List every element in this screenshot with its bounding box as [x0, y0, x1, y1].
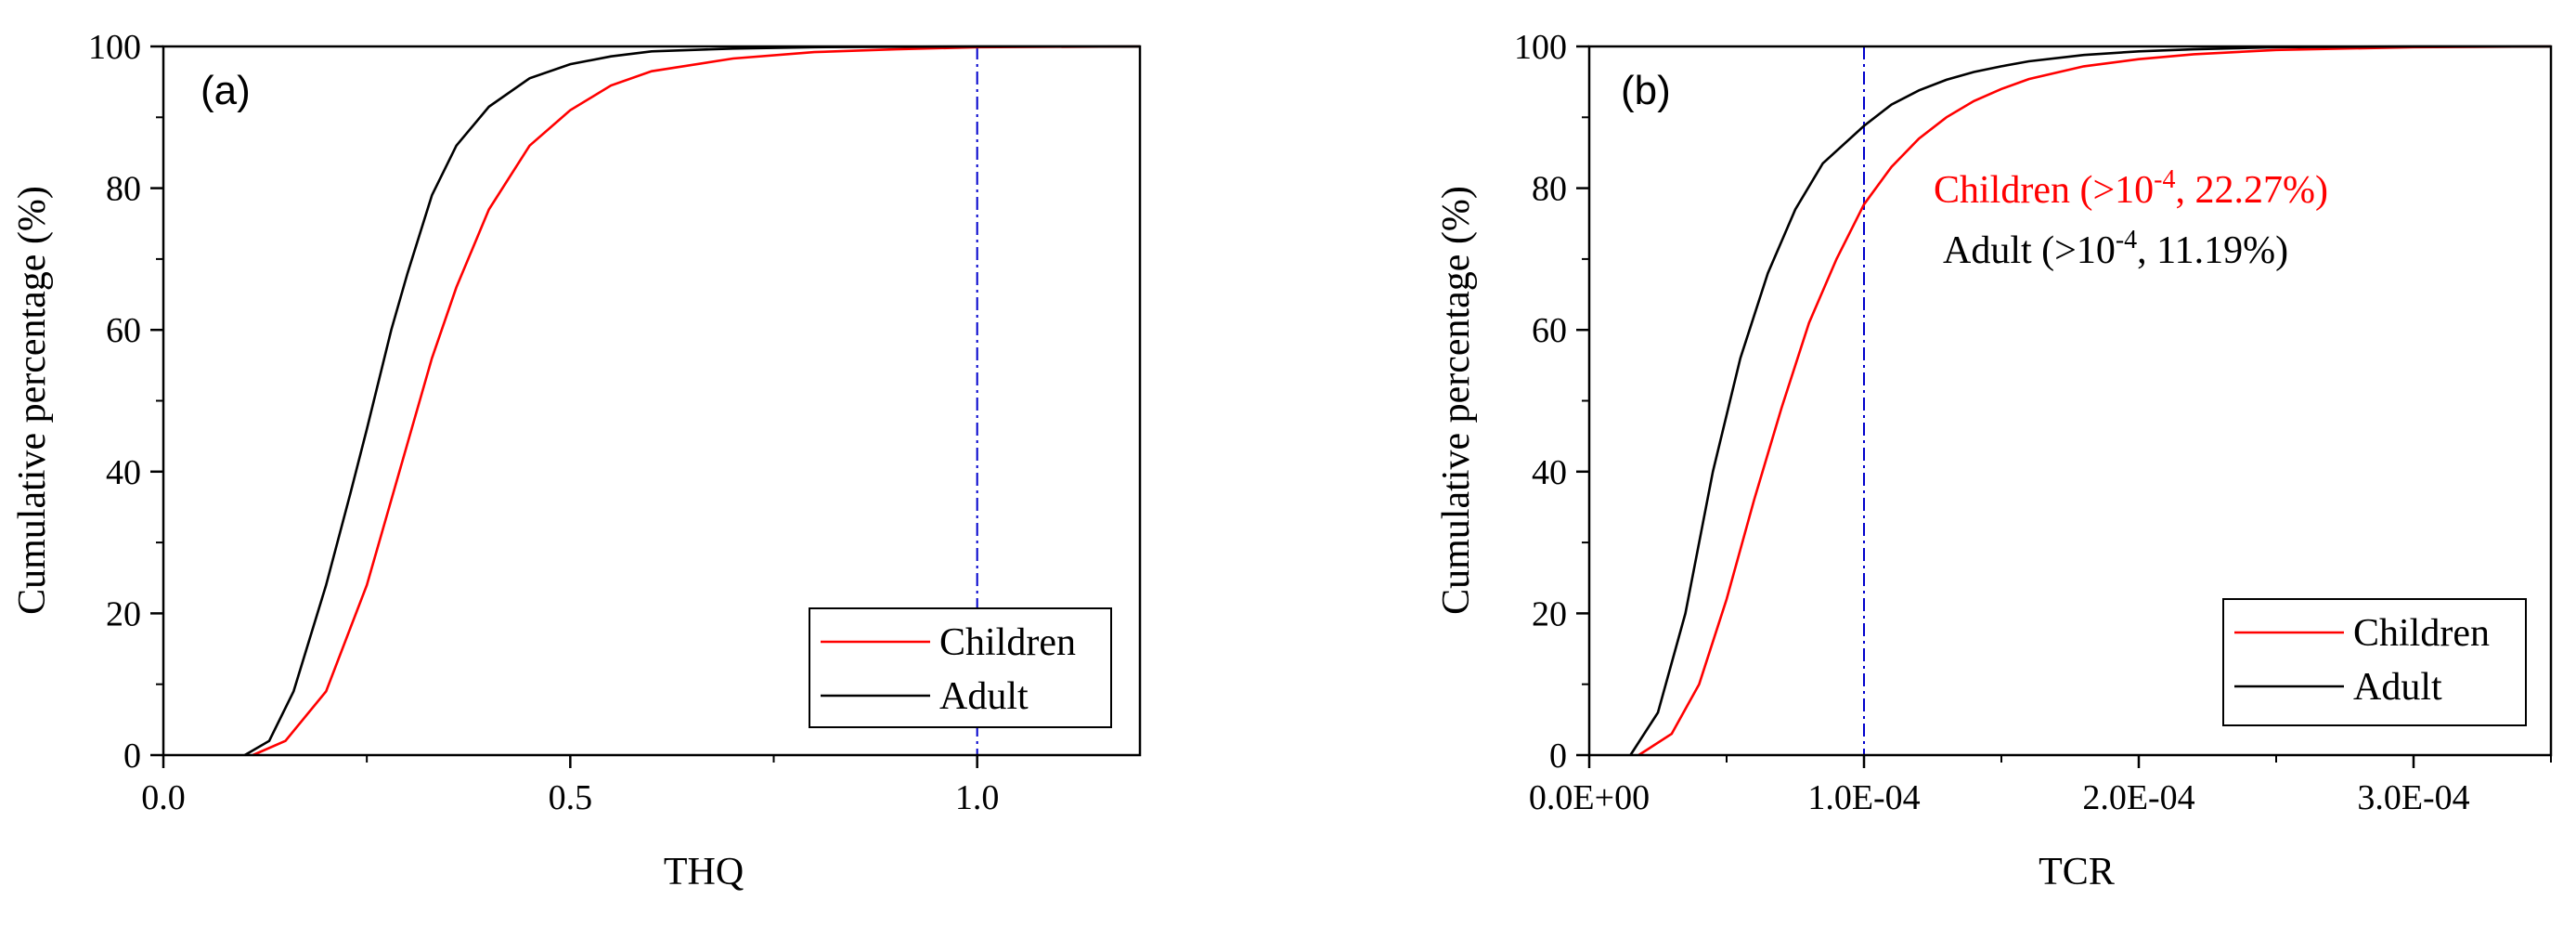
series-line-adult [1629, 45, 2551, 756]
annotation-children-tail: , 22.27%) [2175, 169, 2327, 212]
legend-box-a [809, 607, 1112, 728]
series-line-children [252, 45, 1141, 757]
y-tick-label: 20 [1532, 594, 1567, 633]
y-tick-label: 100 [1514, 28, 1567, 67]
x-tick-label: 2.0E-04 [2082, 778, 2194, 817]
y-tick-label: 100 [88, 28, 141, 67]
annotation-children-sup: -4 [2154, 165, 2175, 194]
x-tick-label: 0.0E+00 [1529, 778, 1650, 817]
y-tick-label: 0 [123, 737, 141, 776]
annotation-adult-b: Adult (>10-4, 11.19%) [1943, 226, 2288, 272]
legend-box-b [2222, 598, 2527, 726]
y-tick-label: 40 [1532, 453, 1567, 492]
legend-a: Children Adult [809, 607, 1112, 728]
annotation-children-b: Children (>10-4, 22.27%) [1934, 165, 2328, 212]
y-tick-label: 60 [1532, 311, 1567, 350]
annotation-children-text: Children (>10 [1934, 169, 2154, 212]
y-tick-label: 60 [106, 311, 141, 350]
legend-b: Children Adult [2222, 598, 2527, 726]
plot-area-a: 0.0 0.5 1.0 0 20 40 60 80 100 [88, 28, 1142, 817]
legend-label-adult-a: Adult [939, 675, 1029, 718]
legend-label-children-a: Children [939, 621, 1076, 664]
y-tick-label: 80 [106, 170, 141, 209]
series-line-adult [244, 45, 1140, 757]
y-axis-title-b: Cumulative percentage (%) [1435, 186, 1478, 615]
x-tick-label: 1.0 [955, 778, 1000, 817]
plot-area-b: 0.0E+00 1.0E-04 2.0E-04 3.0E-04 0 20 40 60 80 100 [1514, 28, 2553, 817]
y-tick-label: 20 [106, 594, 141, 633]
series-line-children [1638, 45, 2552, 757]
panel-label-a: (a) [201, 68, 251, 113]
panel-a: 0.0 0.5 1.0 0 20 40 60 80 100 (a) THQ Cumulative… [11, 28, 1142, 893]
x-axis-title-b: TCR [2039, 851, 2115, 893]
x-axis-title-a: THQ [664, 851, 744, 893]
x-tick-label: 0.0 [141, 778, 186, 817]
y-axis-title-a: Cumulative percentage (%) [11, 186, 54, 615]
y-tick-label: 0 [1549, 737, 1567, 776]
panel-b: 0.0E+00 1.0E-04 2.0E-04 3.0E-04 0 20 40 60 80 100… [1435, 28, 2553, 893]
x-tick-label: 3.0E-04 [2357, 778, 2469, 817]
annotation-adult-sup: -4 [2116, 226, 2137, 254]
legend-label-adult-b: Adult [2353, 666, 2442, 709]
legend-label-children-b: Children [2353, 612, 2490, 655]
y-tick-label: 80 [1532, 170, 1567, 209]
panel-label-b: (b) [1621, 68, 1671, 113]
y-tick-label: 40 [106, 453, 141, 492]
annotation-adult-tail: , 11.19%) [2137, 229, 2288, 272]
x-tick-label: 1.0E-04 [1807, 778, 1920, 817]
annotation-adult-text: Adult (>10 [1943, 229, 2116, 272]
x-tick-label: 0.5 [549, 778, 593, 817]
